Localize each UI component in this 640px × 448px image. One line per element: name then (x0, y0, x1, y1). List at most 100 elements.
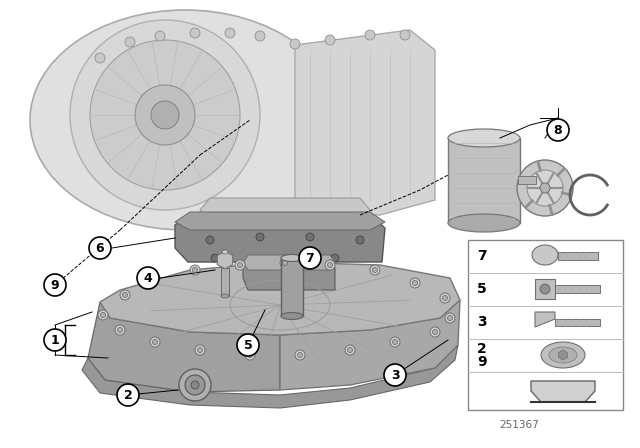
Circle shape (248, 353, 253, 358)
Text: 1: 1 (51, 333, 60, 346)
Circle shape (206, 236, 214, 244)
Text: 4: 4 (143, 271, 152, 284)
Circle shape (44, 329, 66, 351)
Circle shape (191, 381, 199, 389)
Circle shape (384, 364, 406, 386)
Bar (558, 252, 598, 260)
Circle shape (325, 35, 335, 45)
Polygon shape (82, 345, 458, 408)
Circle shape (155, 31, 165, 41)
Polygon shape (280, 300, 460, 390)
Circle shape (547, 119, 569, 141)
Circle shape (256, 233, 264, 241)
Text: 9: 9 (477, 355, 487, 369)
Circle shape (372, 267, 378, 272)
Circle shape (137, 267, 159, 289)
Circle shape (540, 284, 550, 294)
Circle shape (225, 28, 235, 38)
Circle shape (306, 233, 314, 241)
Circle shape (135, 85, 195, 145)
Circle shape (255, 31, 265, 41)
Bar (281, 258, 303, 316)
Circle shape (280, 258, 290, 268)
Polygon shape (531, 381, 595, 402)
Text: 8: 8 (554, 124, 563, 137)
Text: 3: 3 (390, 369, 399, 382)
Circle shape (356, 236, 364, 244)
Bar (535, 279, 555, 299)
Polygon shape (217, 251, 233, 269)
Circle shape (150, 337, 160, 347)
Text: 6: 6 (96, 241, 104, 254)
Ellipse shape (222, 250, 228, 254)
Circle shape (400, 30, 410, 40)
Bar (555, 319, 600, 326)
Bar (555, 285, 600, 293)
Polygon shape (535, 312, 555, 327)
Circle shape (70, 20, 260, 210)
Text: 9: 9 (51, 279, 60, 292)
Circle shape (442, 296, 447, 301)
Circle shape (118, 327, 122, 332)
Circle shape (370, 265, 380, 275)
Ellipse shape (549, 347, 577, 363)
Circle shape (430, 327, 440, 337)
Circle shape (115, 325, 125, 335)
Circle shape (299, 247, 321, 269)
Circle shape (295, 350, 305, 360)
Text: 7: 7 (477, 249, 487, 263)
Ellipse shape (532, 245, 558, 265)
Circle shape (151, 101, 179, 129)
Ellipse shape (541, 342, 585, 368)
Circle shape (328, 263, 333, 267)
Circle shape (237, 334, 259, 356)
Circle shape (179, 369, 211, 401)
Circle shape (98, 310, 108, 320)
Circle shape (195, 345, 205, 355)
Polygon shape (175, 212, 385, 230)
Circle shape (198, 348, 202, 353)
Circle shape (392, 340, 397, 345)
Circle shape (365, 30, 375, 40)
FancyBboxPatch shape (468, 240, 623, 410)
Text: 2: 2 (124, 388, 132, 401)
Circle shape (211, 254, 219, 262)
Circle shape (245, 350, 255, 360)
Ellipse shape (281, 254, 303, 262)
Circle shape (237, 263, 243, 267)
Circle shape (122, 293, 127, 297)
Circle shape (150, 273, 160, 283)
Polygon shape (295, 30, 435, 215)
Circle shape (517, 160, 573, 216)
Ellipse shape (281, 313, 303, 319)
Ellipse shape (448, 129, 520, 147)
Text: 5: 5 (244, 339, 252, 352)
Circle shape (95, 53, 105, 63)
Circle shape (413, 280, 417, 285)
Bar (518, 176, 536, 184)
Circle shape (290, 39, 300, 49)
Circle shape (331, 254, 339, 262)
Text: 3: 3 (477, 315, 487, 329)
Text: 251367: 251367 (499, 420, 539, 430)
Circle shape (125, 37, 135, 47)
Polygon shape (175, 215, 385, 262)
Circle shape (152, 340, 157, 345)
Ellipse shape (30, 10, 340, 230)
Text: 7: 7 (306, 251, 314, 264)
Polygon shape (559, 350, 567, 360)
Circle shape (445, 313, 455, 323)
Circle shape (100, 313, 106, 318)
Circle shape (527, 170, 563, 206)
Circle shape (440, 293, 450, 303)
Circle shape (190, 28, 200, 38)
Text: 5: 5 (477, 282, 487, 296)
Ellipse shape (221, 294, 229, 298)
Circle shape (325, 260, 335, 270)
Circle shape (540, 183, 550, 193)
Circle shape (193, 267, 198, 272)
Circle shape (190, 265, 200, 275)
Circle shape (235, 260, 245, 270)
Circle shape (298, 353, 303, 358)
Circle shape (447, 315, 452, 320)
